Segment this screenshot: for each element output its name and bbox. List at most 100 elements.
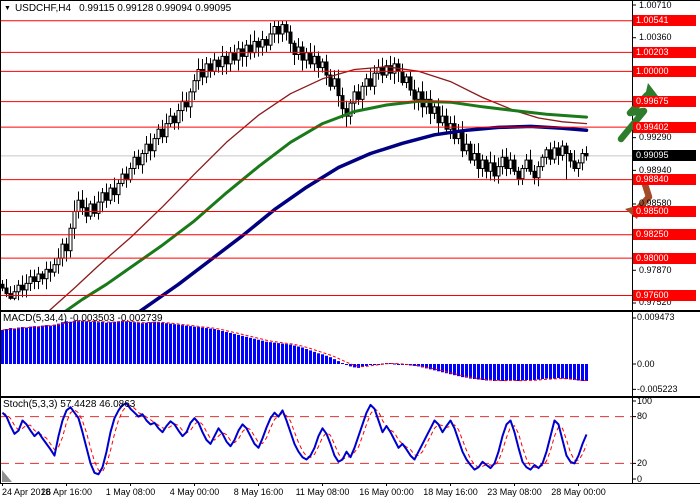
macd-bar [437,364,440,372]
candle [368,78,373,87]
macd-bar [209,328,212,364]
macd-bar [117,321,120,364]
candle [568,153,573,162]
candle [156,128,161,140]
candle [92,203,97,214]
candle [284,24,289,33]
macd-bar [489,364,492,381]
candle [0,283,5,289]
macd-bar [337,361,340,364]
macd-bar [285,344,288,364]
macd-bar [493,364,496,381]
macd-pane[interactable] [1,320,588,382]
macd-bar [97,322,100,364]
candle [528,159,533,172]
candle [304,52,309,61]
price-tag-0.99402: 0.99402 [633,121,696,133]
price-tag-0.98000: 0.98000 [633,252,696,264]
candle [432,106,437,114]
candle [316,55,321,69]
macd-bar [553,364,556,379]
macd-bar [89,321,92,364]
macd-bar [41,325,44,364]
candle [352,91,357,104]
candle [236,48,241,61]
time-label: 8 May 16:00 [233,487,284,497]
macd-bar [233,333,236,364]
candle [220,55,225,68]
candle [72,210,77,229]
macd-bar [9,328,12,364]
macd-bar [325,355,328,364]
macd-bar [517,364,520,381]
candle [412,89,417,100]
macd-bar [181,325,184,364]
macd-axis--0.005223: -0.005223 [637,383,678,394]
macd-bar [137,322,140,364]
price-tick-1.00360: 1.00360 [639,32,672,43]
candle [584,153,589,157]
time-label: 23 May 08:00 [487,487,542,497]
macd-bar [281,343,284,364]
macd-bar [537,364,540,380]
candle [144,143,149,155]
candle [244,44,249,57]
macd-bar [533,364,536,381]
macd-bar [229,332,232,364]
macd-bar [297,346,300,364]
ma-fast-red[interactable] [27,66,588,335]
macd-bar [45,325,48,364]
candle [384,65,389,76]
candle [224,55,229,65]
time-label: 11 May 08:00 [295,487,350,497]
macd-bar [213,329,216,364]
candle [360,85,365,100]
macd-bar [453,364,456,376]
candle [164,123,169,138]
candle [52,264,57,273]
stoch-pane[interactable] [0,402,632,476]
candle [104,192,109,201]
macd-bar [565,364,568,380]
candle [64,243,69,252]
time-label: 26 Apr 16:00 [40,487,93,497]
macd-bar [469,364,472,379]
macd-bar [197,327,200,364]
candle [536,166,541,179]
macd-bar [81,320,84,364]
ma-mid-green[interactable] [59,99,588,316]
macd-bar [141,323,144,364]
candle [376,67,381,74]
stoch-name: Stoch(5,3,3) [3,399,58,410]
price-tag-0.98250: 0.98250 [633,229,696,241]
macd-signal-line [2,320,587,382]
price-tick-0.98580: 0.98580 [639,198,672,209]
price-tag-1.00000: 1.00000 [633,65,696,77]
macd-bar [477,364,480,380]
candle [56,257,61,266]
price-pane[interactable] [0,20,632,335]
symbol-dropdown-icon[interactable]: ▼ [4,5,11,12]
candle [520,167,525,180]
macd-bar [425,364,428,369]
current-price-tag: 0.99095 [633,150,696,162]
macd-bar [77,320,80,364]
candle [296,46,301,56]
candle [280,24,285,35]
macd-bar [445,364,448,374]
macd-bar [1,330,4,364]
macd-bar [541,364,544,380]
macd-bar [189,326,192,364]
macd-bar [57,323,60,364]
macd-bar [161,322,164,364]
candle [512,159,517,172]
macd-bar [93,321,96,364]
macd-bar [525,364,528,381]
candle [436,106,441,124]
candlestick-series[interactable] [0,20,589,301]
macd-bar [473,364,476,380]
candle [252,40,257,54]
candle [192,80,197,93]
candle [488,162,493,172]
